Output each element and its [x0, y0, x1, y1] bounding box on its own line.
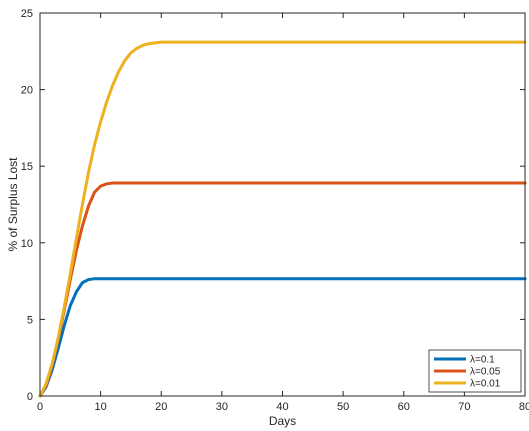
- x-tick-label: 70: [458, 401, 470, 413]
- series-layer: [38, 40, 527, 398]
- x-tick-label: 20: [155, 401, 167, 413]
- y-tick-label: 15: [21, 161, 33, 173]
- y-axis-label: % of Surplus Lost: [6, 157, 20, 252]
- x-tick-label: 40: [276, 401, 288, 413]
- y-tick-label: 5: [27, 314, 33, 326]
- x-axis-ticks: 0 10 20 30 40 50 60 70 80: [37, 13, 529, 413]
- x-tick-label: 80: [519, 401, 529, 413]
- x-tick-label: 0: [37, 401, 43, 413]
- series-line-1: [38, 277, 527, 398]
- legend: λ=0.1λ=0.05λ=0.01: [428, 349, 522, 393]
- plot-frame: [39, 12, 526, 397]
- x-tick-label: 10: [95, 401, 107, 413]
- y-axis-ticks: 0 5 10 15 20 25: [21, 8, 525, 403]
- x-tick-label: 30: [216, 401, 228, 413]
- y-tick-label: 20: [21, 85, 33, 97]
- legend-label: λ=0.01: [470, 379, 501, 390]
- x-tick-label: 60: [398, 401, 410, 413]
- y-tick-label: 25: [21, 8, 33, 20]
- legend-label: λ=0.05: [470, 367, 501, 378]
- y-tick-label: 10: [21, 238, 33, 250]
- x-axis-label: Days: [269, 414, 296, 428]
- y-tick-label: 0: [27, 391, 33, 403]
- x-tick-label: 50: [337, 401, 349, 413]
- legend-label: λ=0.1: [470, 355, 495, 366]
- series-line-3: [38, 40, 527, 398]
